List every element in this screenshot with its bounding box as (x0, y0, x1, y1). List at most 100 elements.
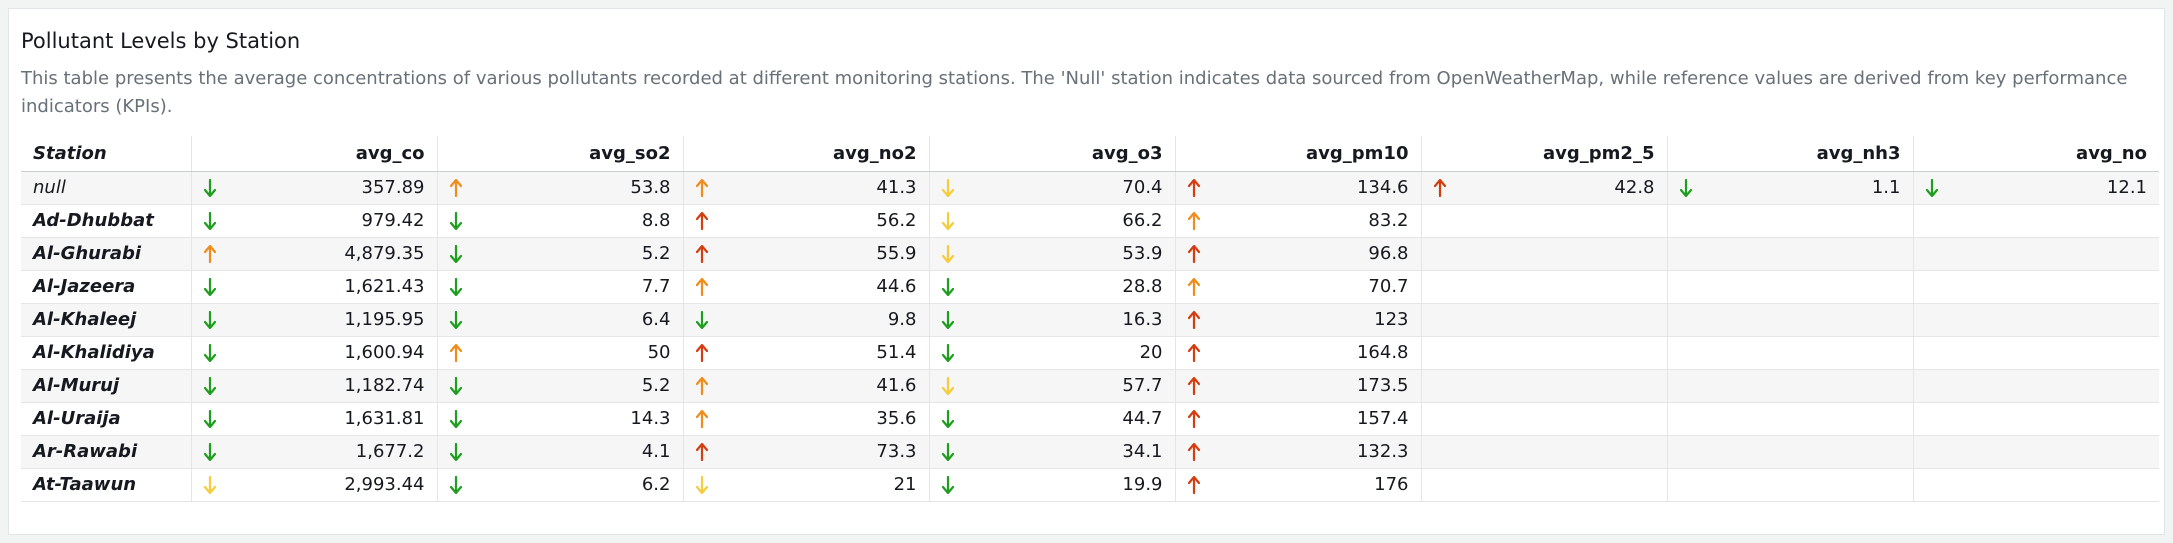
cell-value: 73.3 (876, 441, 917, 462)
arrow-down-icon (1925, 178, 1938, 197)
table-row: Al-Jazeera 1,621.43 7.7 44.6 28.8 70.7 (21, 270, 2159, 304)
cell-value: 1,621.43 (344, 276, 425, 297)
value-cell: 83.2 (1175, 204, 1422, 238)
value-cell (1667, 336, 1914, 370)
cell-value: 1,600.94 (344, 342, 425, 363)
value-cell: 70.7 (1175, 270, 1422, 304)
arrow-down-icon (449, 409, 462, 428)
value-cell (1667, 270, 1914, 304)
value-cell: 28.8 (929, 270, 1176, 304)
value-cell: 96.8 (1175, 237, 1422, 271)
cell-value: 5.2 (641, 375, 671, 396)
cell-value: 134.6 (1356, 177, 1409, 198)
value-cell: 1,621.43 (191, 270, 438, 304)
value-cell: 164.8 (1175, 336, 1422, 370)
cell-value: 55.9 (876, 243, 917, 264)
station-cell: Al-Jazeera (21, 270, 192, 304)
value-cell (1913, 336, 2159, 370)
arrow-up-icon (1187, 310, 1200, 329)
cell-value: 51.4 (876, 342, 917, 363)
cell-value: 53.9 (1122, 243, 1163, 264)
cell-value: 173.5 (1356, 375, 1409, 396)
value-cell: 1,195.95 (191, 303, 438, 337)
value-cell (1667, 468, 1914, 502)
cell-value: 96.8 (1368, 243, 1409, 264)
visual-panel: Pollutant Levels by Station This table p… (8, 8, 2165, 535)
cell-value: 34.1 (1122, 441, 1163, 462)
arrow-down-icon (1679, 178, 1692, 197)
value-cell (1421, 468, 1668, 502)
value-cell: 1,677.2 (191, 435, 438, 469)
cell-value: 6.2 (641, 474, 671, 495)
panel-title: Pollutant Levels by Station (21, 29, 301, 53)
column-header-avg-nh3[interactable]: avg_nh3 (1667, 136, 1914, 172)
arrow-down-icon (203, 442, 216, 461)
table-row: Al-Muruj 1,182.74 5.2 41.6 57.7 173.5 (21, 369, 2159, 403)
column-header-station[interactable]: Station (21, 136, 192, 172)
value-cell: 134.6 (1175, 171, 1422, 205)
arrow-down-icon (203, 343, 216, 362)
arrow-up-icon (1187, 376, 1200, 395)
cell-value: 1,631.81 (344, 408, 425, 429)
column-header-avg-no[interactable]: avg_no (1913, 136, 2159, 172)
value-cell: 66.2 (929, 204, 1176, 238)
arrow-down-icon (941, 442, 954, 461)
value-cell: 157.4 (1175, 402, 1422, 436)
value-cell: 19.9 (929, 468, 1176, 502)
arrow-down-icon (941, 277, 954, 296)
arrow-up-icon (449, 178, 462, 197)
station-cell: Ar-Rawabi (21, 435, 192, 469)
table-row: Al-Uraija 1,631.81 14.3 35.6 44.7 157.4 (21, 402, 2159, 436)
arrow-up-icon (695, 244, 708, 263)
cell-value: 132.3 (1356, 441, 1409, 462)
column-header-avg-so2[interactable]: avg_so2 (437, 136, 684, 172)
cell-value: 7.7 (641, 276, 671, 297)
value-cell: 44.7 (929, 402, 1176, 436)
arrow-up-icon (1187, 277, 1200, 296)
value-cell: 51.4 (683, 336, 930, 370)
arrow-down-icon (449, 310, 462, 329)
table-row: null 357.89 53.8 41.3 70.4 134.6 42.8 1.1 12.1 (21, 171, 2159, 205)
cell-value: 16.3 (1122, 309, 1163, 330)
value-cell: 44.6 (683, 270, 930, 304)
arrow-up-icon (203, 244, 216, 263)
value-cell: 4,879.35 (191, 237, 438, 271)
cell-value: 44.7 (1122, 408, 1163, 429)
value-cell: 12.1 (1913, 171, 2159, 205)
station-cell: At-Taawun (21, 468, 192, 502)
column-header-avg-no2[interactable]: avg_no2 (683, 136, 930, 172)
arrow-up-icon (1187, 442, 1200, 461)
arrow-up-icon (695, 343, 708, 362)
cell-value: 41.3 (876, 177, 917, 198)
value-cell: 1.1 (1667, 171, 1914, 205)
column-header-avg-o3[interactable]: avg_o3 (929, 136, 1176, 172)
cell-value: 1,677.2 (355, 441, 425, 462)
arrow-down-icon (941, 244, 954, 263)
value-cell: 70.4 (929, 171, 1176, 205)
value-cell (1667, 402, 1914, 436)
value-cell: 20 (929, 336, 1176, 370)
arrow-up-icon (1433, 178, 1446, 197)
column-header-avg-pm10[interactable]: avg_pm10 (1175, 136, 1422, 172)
arrow-up-icon (695, 409, 708, 428)
table-row: Ad-Dhubbat 979.42 8.8 56.2 66.2 83.2 (21, 204, 2159, 238)
column-header-avg-co[interactable]: avg_co (191, 136, 438, 172)
cell-value: 70.4 (1122, 177, 1163, 198)
value-cell: 50 (437, 336, 684, 370)
value-cell (1913, 204, 2159, 238)
arrow-up-icon (695, 442, 708, 461)
column-header-avg-pm2-5[interactable]: avg_pm2_5 (1421, 136, 1668, 172)
cell-value: 5.2 (641, 243, 671, 264)
arrow-down-icon (449, 244, 462, 263)
cell-value: 42.8 (1614, 177, 1655, 198)
arrow-down-icon (941, 409, 954, 428)
cell-value: 12.1 (2106, 177, 2147, 198)
cell-value: 19.9 (1122, 474, 1163, 495)
cell-value: 83.2 (1368, 210, 1409, 231)
value-cell: 123 (1175, 303, 1422, 337)
value-cell (1913, 402, 2159, 436)
station-cell: Al-Khaleej (21, 303, 192, 337)
value-cell (1421, 237, 1668, 271)
arrow-down-icon (203, 178, 216, 197)
value-cell: 6.2 (437, 468, 684, 502)
